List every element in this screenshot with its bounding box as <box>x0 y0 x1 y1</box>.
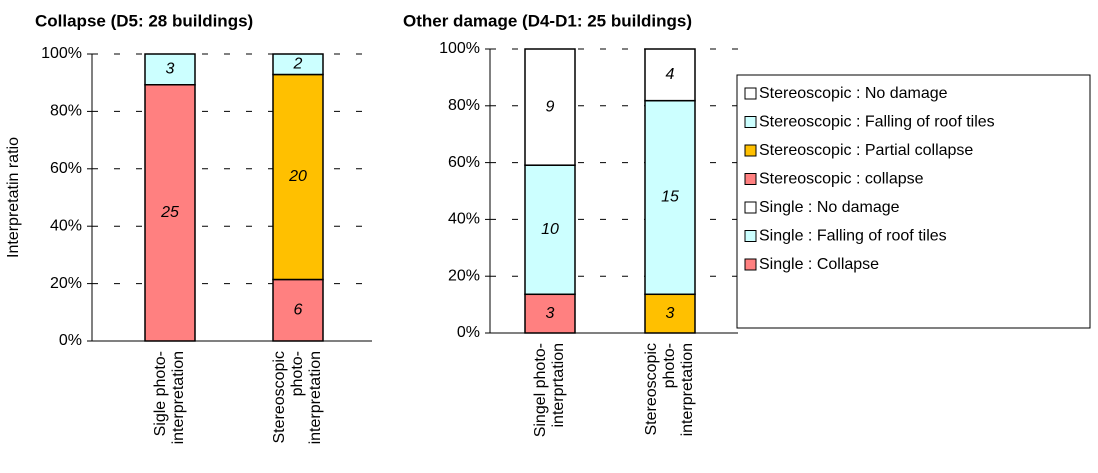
value-label: 20 <box>288 168 307 185</box>
legend-swatch <box>744 87 757 100</box>
legend-swatch <box>744 201 757 214</box>
y-tick-label: 40% <box>448 211 480 228</box>
value-label: 6 <box>294 301 303 318</box>
legend-label: Single : No damage <box>759 199 900 216</box>
value-label: 4 <box>666 66 675 83</box>
value-label: 15 <box>661 189 679 206</box>
value-label: 25 <box>160 204 179 221</box>
y-tick-label: 100% <box>439 40 480 57</box>
y-tick-label: 0% <box>59 332 82 349</box>
bar-segment <box>144 53 196 86</box>
y-tick-label: 80% <box>448 97 480 114</box>
x-tick-label: Singel photo- <box>532 343 549 437</box>
value-label: 3 <box>546 305 555 322</box>
bar-segment <box>524 164 576 296</box>
value-label: 10 <box>541 221 559 238</box>
legend-label: Stereoscopic : collapse <box>759 171 924 188</box>
chart-title: Other damage (D4-D1: 25 buildings) <box>403 11 692 30</box>
bar-segment <box>272 53 324 76</box>
bar-segment <box>272 73 324 281</box>
y-axis-label: Interpretatin ratio <box>5 137 22 258</box>
legend-swatch <box>744 144 757 157</box>
value-label: 2 <box>293 55 303 72</box>
legend-label: Stereoscopic : Partial collapse <box>759 142 973 159</box>
y-tick-label: 60% <box>448 154 480 171</box>
legend-label: Stereoscopic : Falling of roof tiles <box>759 114 995 131</box>
bar-segment <box>524 48 576 166</box>
x-tick-label: Sigle photo- <box>152 351 169 436</box>
bar-segment <box>644 48 696 102</box>
y-tick-label: 40% <box>50 217 82 234</box>
y-tick-label: 20% <box>448 267 480 284</box>
x-tick-label: interpretation <box>307 351 324 444</box>
y-tick-label: 100% <box>41 45 82 62</box>
bar-segment <box>644 99 696 296</box>
chart-title: Collapse (D5: 28 buildings) <box>35 11 253 30</box>
x-tick-label: interpretation <box>170 351 187 444</box>
y-tick-label: 20% <box>50 275 82 292</box>
x-tick-label: photo- <box>661 343 678 388</box>
bar-segment <box>272 278 324 342</box>
y-tick-label: 60% <box>50 160 82 177</box>
x-tick-label: Stereoscopic <box>643 343 660 436</box>
x-tick-label: interpretation <box>679 343 696 436</box>
legend-label: Stereoscopic : No damage <box>759 85 948 102</box>
legend-label: Single : Falling of roof tiles <box>759 228 947 245</box>
legend-swatch <box>744 116 757 128</box>
bar-segment <box>524 293 576 334</box>
legend-swatch <box>744 258 757 271</box>
legend-box <box>736 74 1091 329</box>
value-label: 9 <box>546 98 555 115</box>
value-label: 3 <box>166 61 175 78</box>
x-tick-label: photo- <box>289 351 306 396</box>
y-tick-label: 80% <box>50 103 82 120</box>
x-tick-label: Stereoscopic <box>271 351 288 444</box>
x-tick-label: interprtation <box>550 343 567 428</box>
y-tick-label: 0% <box>457 324 480 341</box>
value-label: 3 <box>666 305 675 322</box>
legend-label: Single : Collapse <box>759 256 879 273</box>
legend-swatch <box>744 230 757 242</box>
legend-swatch <box>744 173 757 185</box>
bar-segment <box>644 293 696 334</box>
